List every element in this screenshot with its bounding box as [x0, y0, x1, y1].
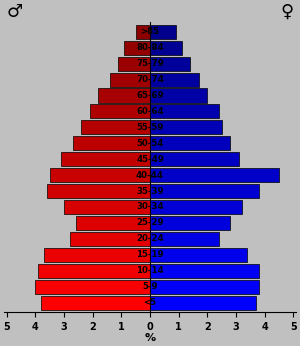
Bar [136, 25, 150, 39]
Bar [150, 295, 256, 310]
Text: 35-39: 35-39 [136, 186, 164, 195]
Bar [35, 280, 150, 294]
Text: 55-59: 55-59 [136, 123, 164, 132]
Bar [150, 25, 176, 39]
Bar [150, 248, 248, 262]
Text: <5: <5 [143, 298, 157, 307]
Bar [150, 168, 279, 182]
Text: >85: >85 [140, 27, 160, 36]
Text: 5-9: 5-9 [142, 282, 158, 291]
Bar [61, 152, 150, 166]
Bar [124, 41, 150, 55]
Text: 45-49: 45-49 [136, 155, 164, 164]
Text: 80-84: 80-84 [136, 43, 164, 52]
Bar [118, 57, 150, 71]
Text: 20-24: 20-24 [136, 234, 164, 243]
Text: 40-44: 40-44 [136, 171, 164, 180]
Bar [73, 136, 150, 150]
Bar [44, 248, 150, 262]
Text: 10-14: 10-14 [136, 266, 164, 275]
Bar [41, 295, 150, 310]
Bar [76, 216, 150, 230]
Text: 65-69: 65-69 [136, 91, 164, 100]
Bar [90, 104, 150, 118]
Bar [150, 152, 239, 166]
Bar [150, 104, 219, 118]
Bar [150, 57, 190, 71]
Bar [38, 264, 150, 278]
Bar [98, 89, 150, 102]
Bar [150, 136, 230, 150]
Bar [150, 184, 259, 198]
Bar [110, 73, 150, 86]
Text: 60-64: 60-64 [136, 107, 164, 116]
Bar [150, 120, 222, 134]
Bar [70, 232, 150, 246]
X-axis label: %: % [144, 333, 156, 343]
Bar [150, 200, 242, 214]
Bar [150, 41, 182, 55]
Bar [47, 184, 150, 198]
Bar [81, 120, 150, 134]
Text: ♀: ♀ [280, 3, 293, 21]
Bar [150, 280, 259, 294]
Bar [150, 73, 199, 86]
Bar [150, 232, 219, 246]
Text: 70-74: 70-74 [136, 75, 164, 84]
Bar [64, 200, 150, 214]
Bar [150, 89, 207, 102]
Text: 75-79: 75-79 [136, 59, 164, 68]
Bar [150, 264, 259, 278]
Bar [150, 216, 230, 230]
Text: ♂: ♂ [7, 3, 23, 21]
Bar [50, 168, 150, 182]
Text: 25-29: 25-29 [136, 218, 164, 227]
Text: 30-34: 30-34 [136, 202, 164, 211]
Text: 15-19: 15-19 [136, 250, 164, 259]
Text: 50-54: 50-54 [136, 139, 164, 148]
